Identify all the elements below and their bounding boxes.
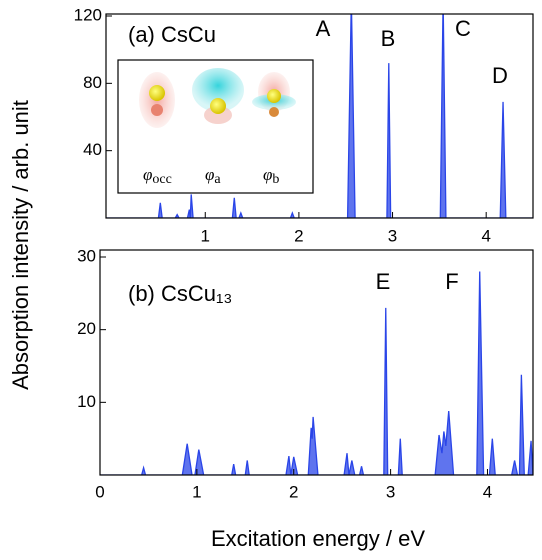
plot-frame xyxy=(105,13,534,219)
panel-title: (a) CsCu xyxy=(128,22,216,47)
panel-title: (b) CsCu₁₃ xyxy=(128,281,232,306)
x-tick-label: 0 xyxy=(95,482,104,501)
y-tick-label: 30 xyxy=(77,246,96,265)
x-tick-label: 1 xyxy=(192,482,201,501)
inset-label: φb xyxy=(263,165,279,187)
spectrum-area xyxy=(100,271,533,475)
y-tick-label: 20 xyxy=(77,319,96,338)
inset-label: φocc xyxy=(143,165,172,187)
x-tick-label: 4 xyxy=(481,226,490,245)
x-tick-label: 3 xyxy=(388,226,397,245)
x-tick-label: 3 xyxy=(386,482,395,501)
x-axis-label: Excitation energy / eV xyxy=(211,526,425,551)
peak-label: A xyxy=(316,16,331,41)
inset-label: φa xyxy=(205,165,221,187)
phi-subscript: b xyxy=(272,172,279,187)
x-tick-label: 2 xyxy=(294,226,303,245)
peak-label: C xyxy=(455,16,471,41)
phi-symbol: φ xyxy=(205,165,214,184)
spectrum-area xyxy=(106,14,533,218)
x-tick-label: 4 xyxy=(483,482,492,501)
phi-subscript: occ xyxy=(152,172,171,187)
x-tick-label: 2 xyxy=(289,482,298,501)
x-tick-label: 1 xyxy=(201,226,210,245)
y-tick-label: 120 xyxy=(74,5,102,24)
peak-label: F xyxy=(445,269,458,294)
y-axis-label: Absorption intensity / arb. unit xyxy=(8,100,33,390)
y-tick-label: 80 xyxy=(83,73,102,92)
peak-label: E xyxy=(376,269,391,294)
inset xyxy=(117,59,314,194)
y-tick-label: 10 xyxy=(77,392,96,411)
peak-label: D xyxy=(492,63,508,88)
phi-symbol: φ xyxy=(263,165,272,184)
y-tick-label: 40 xyxy=(83,140,102,159)
peak-label: B xyxy=(381,26,396,51)
phi-symbol: φ xyxy=(143,165,152,184)
phi-subscript: a xyxy=(214,172,221,187)
plot-frame xyxy=(99,249,534,476)
